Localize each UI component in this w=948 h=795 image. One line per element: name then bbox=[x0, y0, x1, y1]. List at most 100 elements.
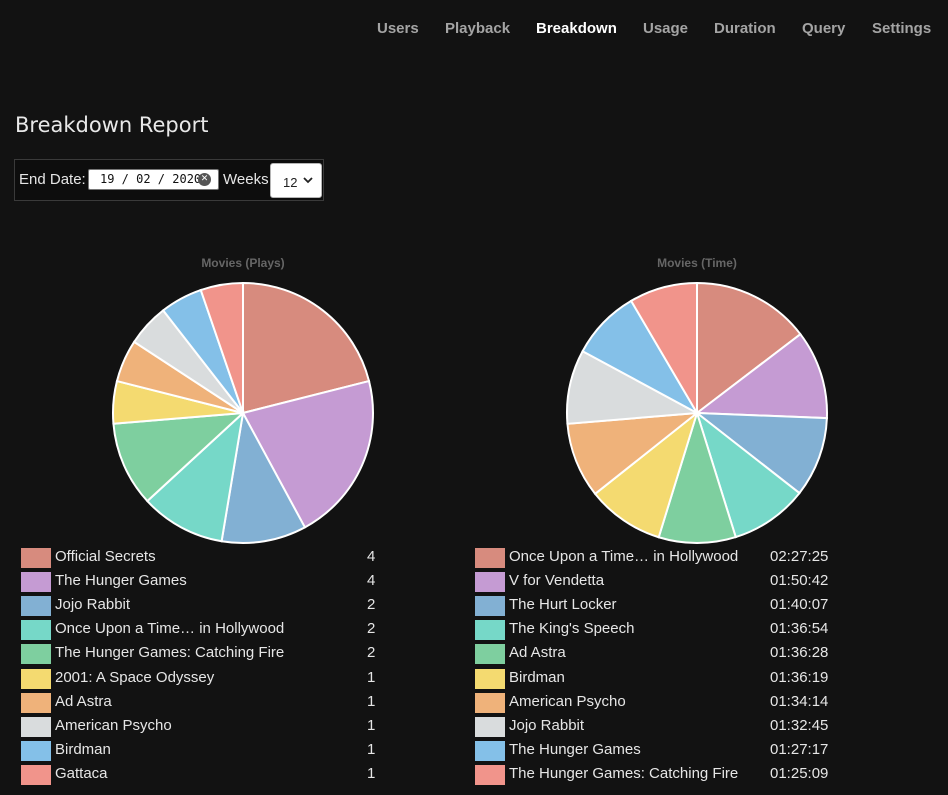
legend-swatch bbox=[21, 596, 51, 617]
pie-slice[interactable] bbox=[693, 411, 828, 495]
legend-item[interactable]: American Psycho 1 bbox=[21, 714, 376, 738]
report-controls: End Date: 19 / 02 / 2020 ✕ Weeks 12 bbox=[14, 159, 324, 201]
legend-label: The Hunger Games: Catching Fire bbox=[509, 764, 739, 782]
chevron-down-icon bbox=[303, 177, 313, 184]
legend-item[interactable]: Once Upon a Time… in Hollywood 2 bbox=[21, 617, 376, 641]
weeks-select[interactable]: 12 bbox=[270, 163, 322, 198]
legend-item[interactable]: Gattaca 1 bbox=[21, 762, 376, 786]
legend-label: Once Upon a Time… in Hollywood bbox=[55, 620, 285, 638]
time-pie-chart bbox=[566, 281, 828, 544]
chart-title-time: Movies (Time) bbox=[657, 256, 737, 270]
plays-pie-chart bbox=[112, 281, 374, 544]
pie-slice[interactable] bbox=[696, 281, 802, 416]
legend-value: 01:40:07 bbox=[770, 596, 829, 614]
legend-swatch bbox=[475, 644, 505, 665]
legend-item[interactable]: Once Upon a Time… in Hollywood 02:27:25 bbox=[475, 545, 830, 569]
pie-slice[interactable] bbox=[241, 379, 374, 529]
chart-title-plays: Movies (Plays) bbox=[201, 256, 285, 270]
legend-label: The Hunger Games: Catching Fire bbox=[55, 644, 285, 662]
legend-value: 1 bbox=[367, 716, 376, 734]
legend-item[interactable]: Ad Astra 01:36:28 bbox=[475, 641, 830, 665]
pie-slice[interactable] bbox=[657, 409, 738, 544]
legend-swatch bbox=[475, 716, 505, 737]
pie-slice[interactable] bbox=[629, 281, 698, 417]
legend-value: 4 bbox=[367, 572, 376, 590]
legend-swatch bbox=[21, 620, 51, 641]
legend-label: American Psycho bbox=[509, 692, 626, 710]
legend-swatch bbox=[21, 692, 51, 713]
legend-value: 4 bbox=[367, 548, 376, 565]
nav-usage[interactable]: Usage bbox=[643, 20, 689, 37]
pie-slice[interactable] bbox=[112, 411, 246, 503]
weeks-label: Weeks bbox=[223, 171, 269, 188]
end-date-input[interactable]: 19 / 02 / 2020 ✕ bbox=[88, 169, 219, 190]
legend-item[interactable]: V for Vendetta 01:50:42 bbox=[475, 569, 830, 593]
legend-value: 01:50:42 bbox=[770, 572, 829, 590]
legend-swatch bbox=[475, 572, 505, 593]
legend-value: 2 bbox=[367, 644, 376, 662]
legend-item[interactable]: The King's Speech 01:36:54 bbox=[475, 617, 830, 641]
legend-item[interactable]: Official Secrets 4 bbox=[21, 545, 376, 569]
nav-settings[interactable]: Settings bbox=[872, 20, 932, 37]
legend-item[interactable]: American Psycho 01:34:14 bbox=[475, 690, 830, 714]
legend-swatch bbox=[21, 716, 51, 737]
legend-label: Jojo Rabbit bbox=[509, 716, 585, 734]
legend-label: The Hunger Games bbox=[55, 572, 187, 590]
weeks-value: 12 bbox=[283, 175, 298, 190]
pie-slice[interactable] bbox=[199, 281, 244, 414]
pie-slice[interactable] bbox=[694, 332, 828, 420]
legend-item[interactable]: The Hunger Games 01:27:17 bbox=[475, 738, 830, 762]
pie-slice[interactable] bbox=[145, 410, 245, 543]
pie-slice[interactable] bbox=[695, 410, 801, 539]
legend-value: 01:36:28 bbox=[770, 644, 829, 662]
legend-label: Ad Astra bbox=[55, 692, 112, 710]
pie-slice[interactable] bbox=[242, 281, 371, 415]
legend-item[interactable]: The Hurt Locker 01:40:07 bbox=[475, 593, 830, 617]
legend-swatch bbox=[21, 668, 51, 689]
legend-label: The Hurt Locker bbox=[509, 596, 617, 614]
legend-label: American Psycho bbox=[55, 716, 172, 734]
nav-breakdown[interactable]: Breakdown bbox=[536, 20, 617, 37]
legend-value: 2 bbox=[367, 596, 376, 614]
legend-swatch bbox=[21, 740, 51, 761]
legend-item[interactable]: The Hunger Games: Catching Fire 01:25:09 bbox=[475, 762, 830, 786]
end-date-value: 19 / 02 / 2020 bbox=[100, 172, 202, 186]
legend-swatch bbox=[475, 692, 505, 713]
clear-icon[interactable]: ✕ bbox=[198, 173, 211, 186]
legend-label: Official Secrets bbox=[55, 548, 156, 565]
legend-item[interactable]: Birdman 1 bbox=[21, 738, 376, 762]
legend-label: Gattaca bbox=[55, 764, 108, 782]
legend-swatch bbox=[21, 644, 51, 665]
legend-value: 2 bbox=[367, 620, 376, 638]
legend-label: 2001: A Space Odyssey bbox=[55, 668, 215, 686]
legend-value: 01:27:17 bbox=[770, 740, 829, 758]
legend-label: Birdman bbox=[55, 740, 111, 758]
legend-item[interactable]: Jojo Rabbit 01:32:45 bbox=[475, 714, 830, 738]
legend-swatch bbox=[475, 596, 505, 617]
legend-value: 01:36:19 bbox=[770, 668, 829, 686]
pie-slice[interactable] bbox=[566, 411, 701, 496]
legend-value: 01:25:09 bbox=[770, 764, 829, 782]
legend-value: 1 bbox=[367, 740, 376, 758]
legend-value: 01:36:54 bbox=[770, 620, 829, 638]
nav-playback[interactable]: Playback bbox=[445, 20, 511, 37]
legend-item[interactable]: Birdman 01:36:19 bbox=[475, 666, 830, 690]
legend-label: Jojo Rabbit bbox=[55, 596, 131, 614]
legend-value: 01:32:45 bbox=[770, 716, 829, 734]
pie-slice[interactable] bbox=[220, 409, 307, 544]
end-date-label: End Date: bbox=[19, 171, 86, 188]
legend-label: Birdman bbox=[509, 668, 565, 686]
legend-value: 01:34:14 bbox=[770, 692, 829, 710]
legend-item[interactable]: 2001: A Space Odyssey 1 bbox=[21, 666, 376, 690]
legend-label: Ad Astra bbox=[509, 644, 566, 662]
legend-item[interactable]: Jojo Rabbit 2 bbox=[21, 593, 376, 617]
legend-item[interactable]: The Hunger Games 4 bbox=[21, 569, 376, 593]
nav-duration[interactable]: Duration bbox=[714, 20, 776, 37]
pie-slice[interactable] bbox=[593, 410, 699, 539]
legend-item[interactable]: Ad Astra 1 bbox=[21, 690, 376, 714]
page-title: Breakdown Report bbox=[15, 113, 209, 137]
legend-item[interactable]: The Hunger Games: Catching Fire 2 bbox=[21, 641, 376, 665]
nav-users[interactable]: Users bbox=[377, 20, 419, 37]
nav-query[interactable]: Query bbox=[802, 20, 846, 37]
legend-swatch bbox=[475, 548, 505, 568]
